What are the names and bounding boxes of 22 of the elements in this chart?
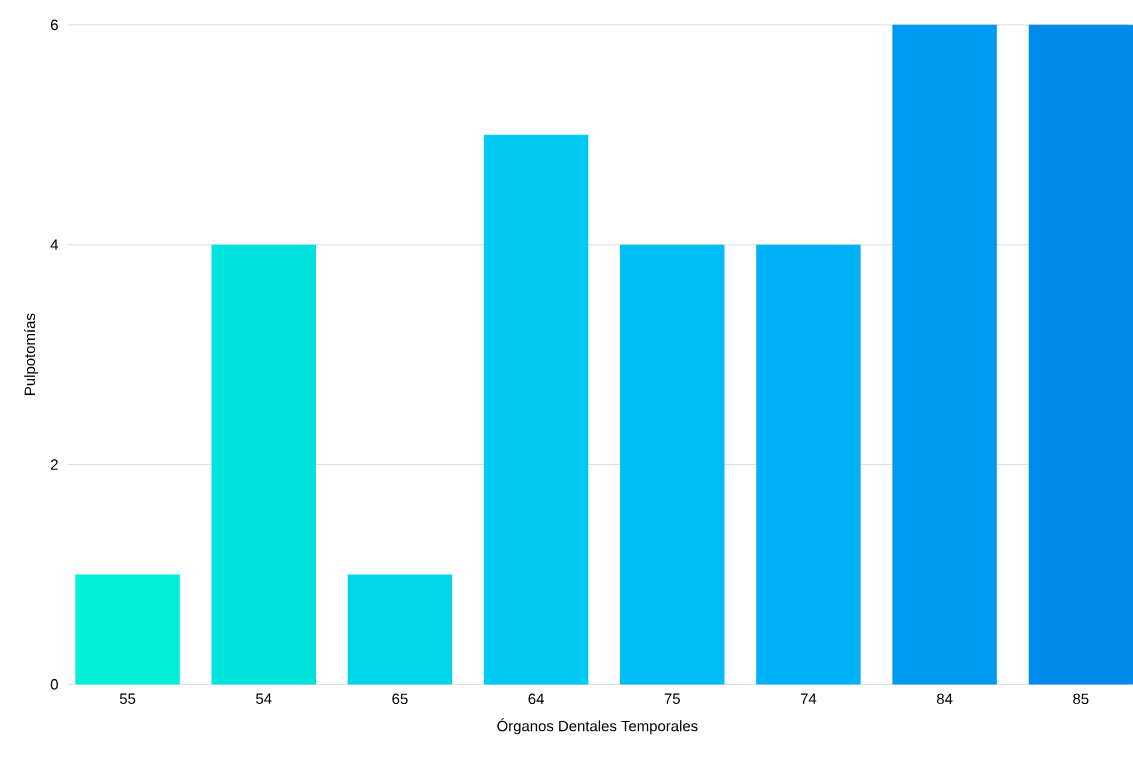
bar [1028, 24, 1133, 685]
y-tick-label: 0 [50, 679, 58, 690]
x-tick-label: 85 [1073, 693, 1089, 705]
bar [347, 574, 453, 685]
x-tick-label: 75 [664, 693, 680, 704]
y-tick-label: 6 [50, 19, 58, 31]
bar [483, 134, 589, 685]
y-axis-title: Pulpotomías [23, 313, 39, 395]
x-axis-title: Órganos Dentales Temporales [497, 718, 698, 735]
bar [211, 244, 316, 685]
y-tick-label: 2 [50, 459, 58, 470]
x-tick-label: 54 [256, 693, 272, 704]
bar [892, 24, 997, 685]
bar [756, 244, 861, 685]
bar [620, 244, 725, 685]
y-tick-label: 4 [50, 239, 59, 250]
x-tick-label: 74 [800, 693, 817, 704]
x-tick-label: 64 [528, 693, 544, 705]
x-tick-label: 55 [119, 693, 136, 704]
x-tick-label: 65 [392, 693, 408, 705]
x-tick-label: 84 [936, 693, 953, 705]
bar [75, 574, 180, 685]
